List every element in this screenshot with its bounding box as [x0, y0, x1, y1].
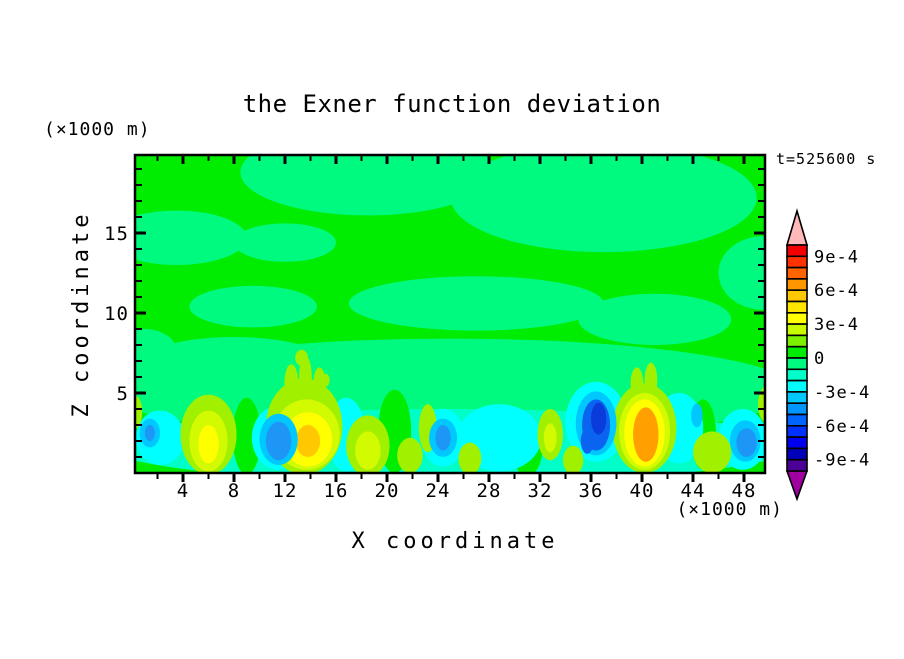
contour-blob: [544, 423, 557, 452]
colorbar-segment: [787, 392, 807, 403]
colorbar-tick-label: 3e-4: [814, 315, 859, 335]
colorbar-segment: [787, 415, 807, 426]
contour-blob: [435, 425, 450, 451]
colorbar-segment: [787, 448, 807, 459]
colorbar-tick-label: 0: [814, 349, 825, 369]
x-tick-label: 8: [228, 480, 240, 502]
contour-blob: [578, 294, 731, 345]
contour-blob: [633, 407, 659, 461]
contour-blob: [451, 143, 757, 252]
colorbar-tick-label: -3e-4: [814, 383, 870, 403]
colorbar-segment: [787, 460, 807, 471]
colorbar-segment: [787, 426, 807, 437]
contour-blob: [736, 428, 756, 457]
z-tick-label: 10: [104, 303, 129, 325]
contour-blob: [234, 223, 336, 261]
x-tick-label: 16: [324, 480, 349, 502]
exner-contour-figure: 481216202428323640444851015 9e-46e-43e-4…: [0, 0, 904, 654]
z-tick-label: 5: [117, 383, 129, 405]
contour-blob: [284, 364, 298, 402]
chart-title: the Exner function deviation: [243, 90, 662, 118]
z-tick-label: 15: [104, 223, 129, 245]
colorbar-segment: [787, 302, 807, 313]
z-axis-unit-label: (×1000 m): [44, 119, 151, 140]
x-tick-label: 36: [579, 480, 604, 502]
colorbar-over-arrow: [787, 211, 807, 245]
contour-blob: [299, 356, 312, 398]
x-tick-label: 20: [375, 480, 400, 502]
colorbar-segment: [787, 324, 807, 335]
x-tick-label: 12: [273, 480, 298, 502]
contour-blob: [189, 286, 317, 328]
colorbar-segment: [787, 358, 807, 369]
x-tick-label: 24: [426, 480, 451, 502]
colorbar: [787, 211, 807, 499]
contour-blob: [397, 438, 423, 473]
colorbar-segment: [787, 290, 807, 301]
colorbar-tick-label: -6e-4: [814, 417, 870, 437]
colorbar-segment: [787, 313, 807, 324]
colorbar-segment: [787, 245, 807, 256]
colorbar-segment: [787, 335, 807, 346]
contour-blob: [313, 367, 326, 402]
contour-blob: [591, 403, 606, 435]
colorbar-segment: [787, 256, 807, 267]
colorbar-tick-label: -9e-4: [814, 451, 870, 471]
colorbar-segment: [787, 381, 807, 392]
contour-blob: [198, 425, 218, 463]
colorbar-tick-label: 9e-4: [814, 247, 859, 267]
contour-blob: [645, 363, 658, 398]
colorbar-segment: [787, 403, 807, 414]
contour-blob: [691, 403, 702, 427]
x-tick-label: 40: [630, 480, 655, 502]
x-axis-title: X coordinate: [352, 529, 559, 554]
contour-blob: [563, 446, 583, 475]
x-tick-label: 28: [477, 480, 502, 502]
contour-blob: [581, 428, 594, 454]
timestamp-label: t=525600 s: [776, 150, 876, 168]
x-axis-unit-label: (×1000 m): [676, 499, 783, 520]
z-axis-title: Z coordinate: [69, 211, 94, 418]
contour-blob: [145, 425, 155, 441]
contour-blob: [296, 425, 320, 457]
colorbar-segment: [787, 347, 807, 358]
colorbar-segment: [787, 268, 807, 279]
x-tick-label: 32: [528, 480, 553, 502]
contour-blob: [349, 276, 604, 330]
colorbar-labels: 9e-4 6e-4 3e-4 0 -3e-4 -6e-4 -9e-4: [814, 247, 870, 470]
contour-field: [107, 129, 808, 483]
colorbar-segment: [787, 279, 807, 290]
contour-blob: [458, 443, 481, 475]
colorbar-under-arrow: [787, 471, 807, 499]
colorbar-segment: [787, 369, 807, 380]
contour-blob: [355, 431, 381, 469]
contour-blob: [693, 431, 731, 473]
x-tick-label: 4: [177, 480, 189, 502]
colorbar-tick-label: 6e-4: [814, 281, 859, 301]
contour-blob: [266, 422, 292, 460]
colorbar-segment: [787, 437, 807, 448]
